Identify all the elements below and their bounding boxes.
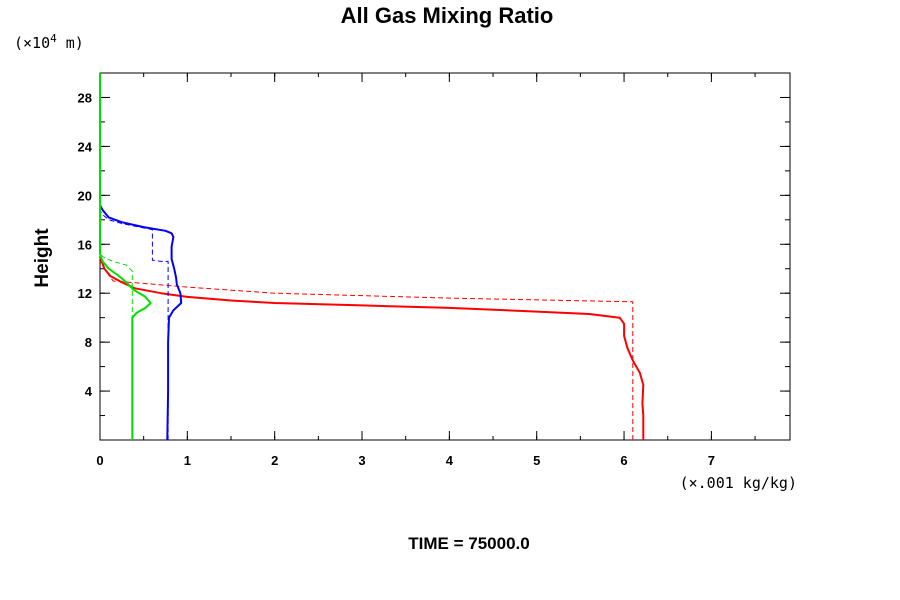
y-tick-label: 28 [78, 90, 92, 105]
y-tick-label: 16 [78, 237, 92, 252]
y-unit-exponent: 4 [50, 32, 57, 45]
series-line-1 [99, 256, 645, 440]
series-line-6 [99, 253, 133, 440]
y-tick-label: 4 [85, 384, 93, 399]
y-unit-suffix: m) [57, 34, 84, 52]
series-line-2 [99, 261, 634, 440]
x-tick-label: 3 [358, 453, 365, 468]
series-line-5 [99, 73, 152, 440]
y-tick-label: 8 [85, 335, 92, 350]
y-tick-label: 24 [78, 139, 93, 154]
x-axis-unit: (×.001 kg/kg) [680, 474, 797, 492]
series-line-4 [99, 209, 169, 440]
y-unit-prefix: (×10 [14, 34, 50, 52]
x-tick-label: 2 [271, 453, 278, 468]
chart-title: All Gas Mixing Ratio [341, 3, 554, 28]
x-tick-label: 4 [446, 453, 454, 468]
y-axis-label: Height [32, 228, 53, 288]
y-tick-label: 12 [78, 286, 92, 301]
x-tick-label: 5 [533, 453, 540, 468]
plot-frame [99, 72, 791, 441]
y-axis-unit: (×104 m) [14, 32, 84, 52]
x-tick-label: 7 [708, 453, 715, 468]
series-line-3 [99, 204, 183, 441]
x-tick-label: 6 [620, 453, 627, 468]
x-tick-label: 1 [184, 453, 191, 468]
x-tick-label: 0 [96, 453, 103, 468]
y-tick-label: 20 [78, 188, 92, 203]
time-label: TIME = 75000.0 [408, 534, 529, 553]
